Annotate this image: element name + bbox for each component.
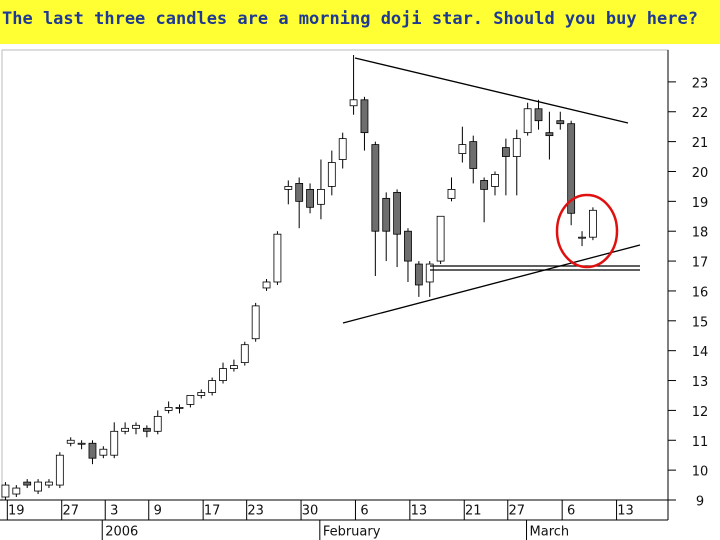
period-label: 2006 bbox=[105, 525, 138, 540]
candle-body bbox=[382, 197, 391, 232]
candle-body bbox=[327, 162, 336, 187]
y-tick-label: 11 bbox=[692, 435, 709, 450]
candle-body bbox=[567, 123, 576, 214]
candle-body bbox=[153, 415, 162, 432]
y-tick-label: 21 bbox=[692, 136, 709, 151]
candle-body bbox=[491, 174, 499, 187]
candle-body bbox=[132, 424, 140, 429]
chart-title: The last three candles are a morning doj… bbox=[2, 9, 698, 29]
y-tick-label: 22 bbox=[692, 106, 709, 121]
period-label: March bbox=[530, 525, 570, 540]
x-tick-label: 9 bbox=[154, 504, 162, 519]
candle-body bbox=[55, 454, 64, 486]
candle-body bbox=[512, 138, 521, 157]
candle-body bbox=[230, 365, 238, 369]
candle-body bbox=[534, 108, 543, 122]
candle-body bbox=[12, 487, 21, 495]
candle-body bbox=[262, 281, 271, 289]
y-tick-label: 18 bbox=[692, 226, 709, 241]
candle-body bbox=[251, 305, 260, 340]
x-tick-label: 23 bbox=[247, 504, 264, 519]
highlight-circle bbox=[555, 193, 619, 269]
candle-body bbox=[23, 481, 32, 486]
candle-body bbox=[284, 186, 293, 190]
y-tick-label: 17 bbox=[692, 256, 709, 271]
candle-body bbox=[589, 209, 597, 238]
y-tick-label: 10 bbox=[692, 465, 709, 480]
trend-line-lower bbox=[342, 244, 641, 324]
candle-body bbox=[404, 230, 412, 262]
candle-body bbox=[393, 191, 401, 235]
candle-body bbox=[219, 368, 227, 381]
x-tick-label: 27 bbox=[508, 504, 525, 519]
x-tick-label: 17 bbox=[204, 504, 221, 519]
candle-body bbox=[436, 215, 445, 262]
x-tick-label: 6 bbox=[360, 504, 368, 519]
candle-body bbox=[240, 344, 249, 364]
candle-body bbox=[66, 439, 75, 444]
candle-body bbox=[142, 427, 151, 432]
candle-body bbox=[317, 188, 325, 205]
candle-body bbox=[197, 392, 206, 396]
trend-line-upper bbox=[354, 57, 629, 124]
y-tick-label: 14 bbox=[692, 345, 709, 360]
x-tick-label: 30 bbox=[302, 504, 319, 519]
candle-body bbox=[480, 180, 489, 190]
candle-body bbox=[469, 141, 478, 169]
candle-body bbox=[425, 263, 434, 283]
candle-body bbox=[175, 407, 184, 409]
candle-body bbox=[306, 188, 314, 208]
candle-body bbox=[414, 263, 423, 286]
y-tick-label: 15 bbox=[692, 315, 709, 330]
candle-body bbox=[371, 144, 380, 232]
y-tick-label: 23 bbox=[692, 76, 709, 91]
x-tick-label: 3 bbox=[110, 504, 118, 519]
candle-body bbox=[273, 233, 282, 283]
plot-frame bbox=[1, 49, 669, 501]
annotations bbox=[342, 57, 641, 324]
y-tick-label: 12 bbox=[692, 405, 709, 420]
candle-body bbox=[338, 138, 347, 160]
candle-body bbox=[349, 99, 358, 107]
x-tick-label: 27 bbox=[62, 504, 79, 519]
y-tick-label: 16 bbox=[692, 285, 709, 300]
x-tick-label: 6 bbox=[567, 504, 575, 519]
candle-body bbox=[186, 395, 195, 405]
candle-body bbox=[99, 448, 108, 456]
y-tick-label: 20 bbox=[692, 166, 709, 181]
candle-body bbox=[578, 236, 586, 239]
candle-body bbox=[1, 484, 10, 498]
candle-body bbox=[556, 120, 565, 125]
candle-body bbox=[545, 132, 554, 137]
y-tick-label: 13 bbox=[692, 375, 709, 390]
y-tick-label: 19 bbox=[692, 196, 709, 211]
candle-body bbox=[164, 407, 173, 411]
candle-body bbox=[121, 427, 130, 432]
y-tick-label: 9 bbox=[696, 495, 704, 510]
candle-body bbox=[110, 430, 119, 456]
candle-body bbox=[45, 481, 53, 486]
candle-body bbox=[77, 442, 86, 445]
candle-body bbox=[458, 144, 467, 154]
x-tick-label: 19 bbox=[8, 504, 25, 519]
x-tick-label: 13 bbox=[617, 504, 634, 519]
period-label: February bbox=[323, 525, 381, 540]
candles bbox=[1, 55, 597, 500]
candle-body bbox=[295, 183, 304, 202]
candle-body bbox=[208, 380, 217, 393]
candle-body bbox=[523, 108, 532, 134]
candle-body bbox=[88, 442, 97, 459]
candle-body bbox=[360, 99, 369, 134]
x-tick-label: 21 bbox=[465, 504, 482, 519]
title-bar bbox=[0, 0, 720, 44]
candle-body bbox=[34, 481, 42, 492]
candle-body bbox=[447, 188, 456, 199]
candle-body bbox=[501, 147, 510, 157]
x-tick-label: 13 bbox=[411, 504, 428, 519]
